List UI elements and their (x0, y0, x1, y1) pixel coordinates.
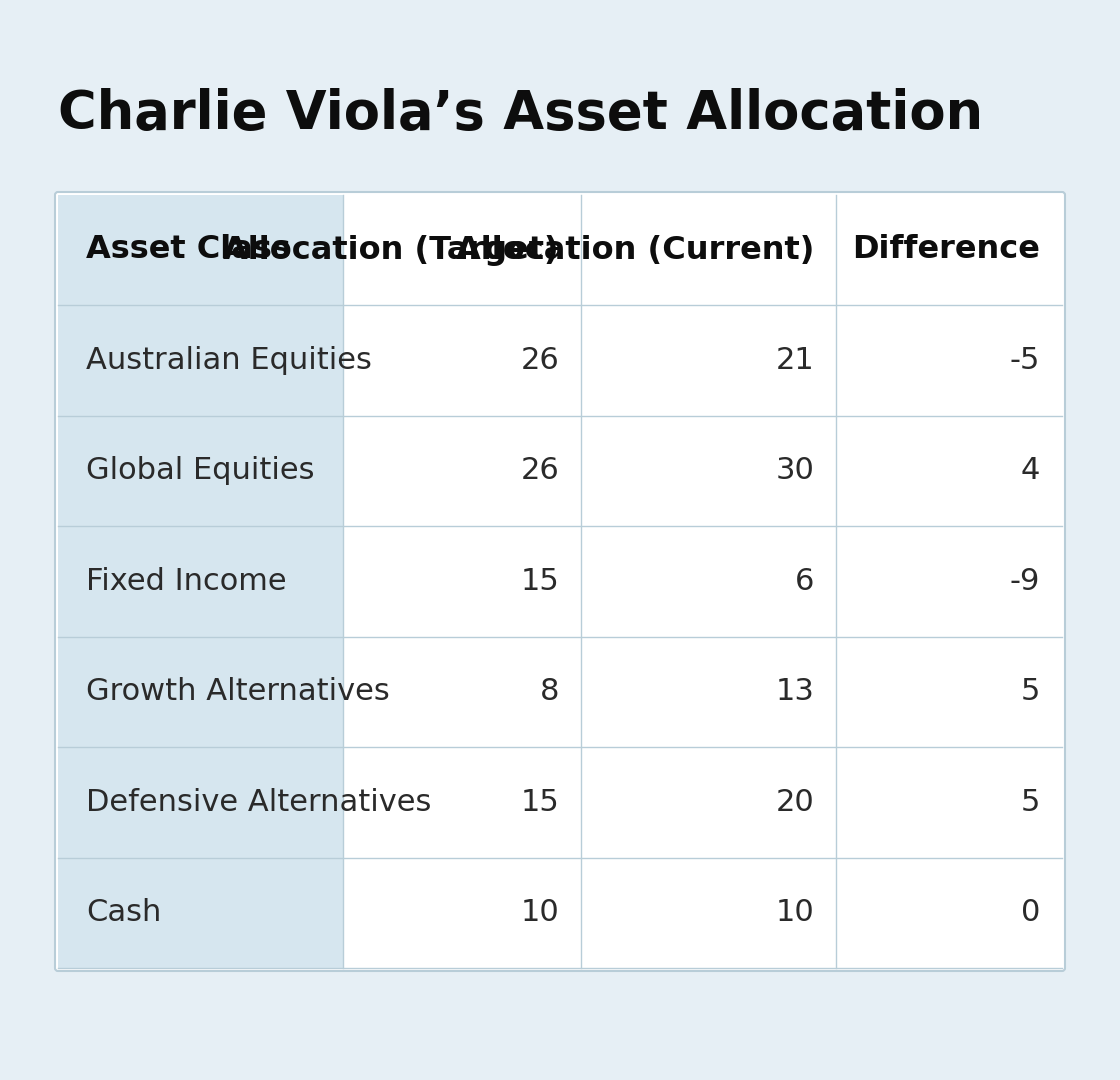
Text: 26: 26 (521, 346, 559, 375)
Text: 6: 6 (795, 567, 814, 596)
Text: 15: 15 (521, 567, 559, 596)
Text: Defensive Alternatives: Defensive Alternatives (86, 787, 431, 816)
Text: Global Equities: Global Equities (86, 456, 315, 485)
Text: 26: 26 (521, 456, 559, 485)
Text: 8: 8 (540, 677, 559, 706)
Text: Allocation (Target): Allocation (Target) (224, 234, 559, 266)
Text: -9: -9 (1009, 567, 1040, 596)
Text: Charlie Viola’s Asset Allocation: Charlie Viola’s Asset Allocation (58, 87, 983, 140)
Text: 5: 5 (1020, 677, 1040, 706)
Text: 4: 4 (1020, 456, 1040, 485)
Text: Asset Class: Asset Class (86, 234, 291, 266)
Text: Difference: Difference (852, 234, 1040, 266)
Text: 20: 20 (775, 787, 814, 816)
Text: Australian Equities: Australian Equities (86, 346, 372, 375)
Text: Growth Alternatives: Growth Alternatives (86, 677, 390, 706)
Text: 21: 21 (775, 346, 814, 375)
Text: 15: 15 (521, 787, 559, 816)
Text: Allocation (Current): Allocation (Current) (456, 234, 814, 266)
Text: -5: -5 (1009, 346, 1040, 375)
Text: 30: 30 (775, 456, 814, 485)
Text: 5: 5 (1020, 787, 1040, 816)
Text: Fixed Income: Fixed Income (86, 567, 287, 596)
FancyBboxPatch shape (55, 192, 1065, 971)
Bar (58, 195, 343, 968)
Text: 10: 10 (521, 899, 559, 928)
Text: 13: 13 (775, 677, 814, 706)
Text: Cash: Cash (86, 899, 161, 928)
Text: 10: 10 (775, 899, 814, 928)
Text: 0: 0 (1020, 899, 1040, 928)
